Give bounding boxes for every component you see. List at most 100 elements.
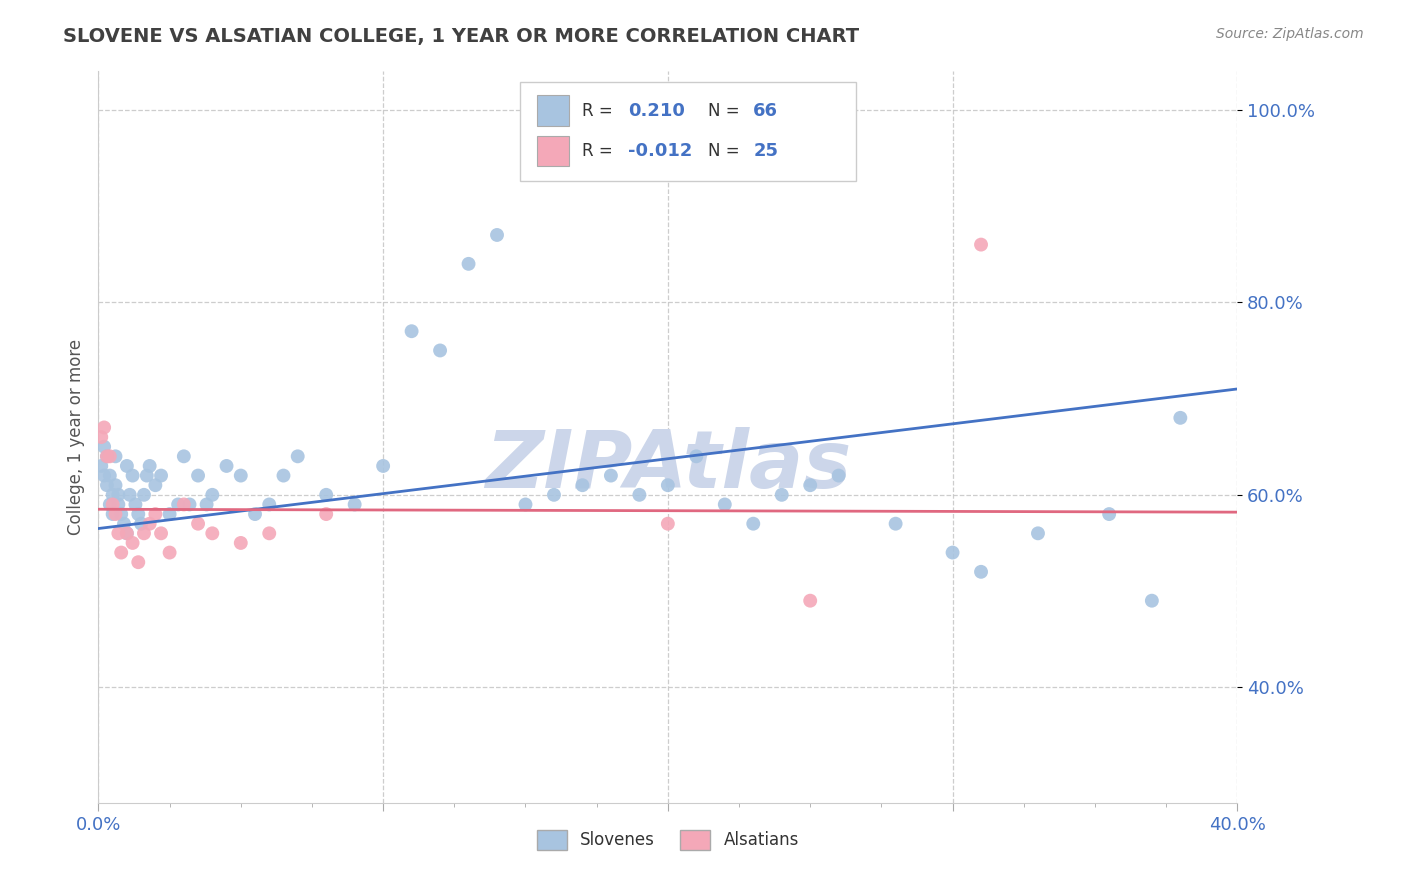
Point [571, 478, 593, 492]
Point [201, 526, 224, 541]
Point [107, 488, 129, 502]
Point [104, 450, 127, 464]
Point [770, 488, 793, 502]
Point [628, 488, 651, 502]
Point [657, 516, 679, 531]
Point [129, 516, 152, 531]
Point [98, 498, 121, 512]
Point [173, 498, 195, 512]
Point [315, 488, 337, 502]
Point [243, 507, 266, 521]
Text: N =: N = [707, 102, 745, 120]
Point [110, 507, 132, 521]
Point [110, 545, 132, 559]
Text: 25: 25 [754, 142, 779, 160]
Point [115, 526, 138, 541]
Text: R =: R = [582, 142, 619, 160]
Point [259, 526, 281, 541]
Point [150, 468, 173, 483]
Point [135, 468, 157, 483]
Point [1170, 410, 1192, 425]
Point [173, 450, 195, 464]
Point [104, 478, 127, 492]
Point [98, 450, 121, 464]
Point [229, 536, 252, 550]
Point [828, 468, 851, 483]
Point [970, 565, 993, 579]
Point [195, 498, 218, 512]
Point [799, 593, 821, 607]
Point [93, 420, 115, 434]
FancyBboxPatch shape [537, 136, 569, 167]
Point [98, 468, 121, 483]
Point [942, 545, 965, 559]
Point [159, 507, 181, 521]
Point [96, 450, 118, 464]
Point [132, 526, 155, 541]
Point [115, 526, 138, 541]
FancyBboxPatch shape [537, 95, 569, 126]
Point [115, 458, 138, 473]
Y-axis label: College, 1 year or more: College, 1 year or more [66, 339, 84, 535]
Point [138, 516, 160, 531]
Point [187, 468, 209, 483]
Point [104, 507, 127, 521]
Point [1026, 526, 1049, 541]
Point [315, 507, 337, 521]
Point [127, 555, 149, 569]
Text: R =: R = [582, 102, 619, 120]
Point [287, 450, 309, 464]
Point [486, 227, 509, 242]
Point [127, 507, 149, 521]
Point [714, 498, 737, 512]
Point [215, 458, 238, 473]
Point [515, 498, 537, 512]
Point [429, 343, 451, 358]
Point [187, 516, 209, 531]
Point [970, 237, 993, 252]
Text: N =: N = [707, 142, 745, 160]
FancyBboxPatch shape [520, 82, 856, 181]
Point [1098, 507, 1121, 521]
Point [124, 498, 146, 512]
Point [343, 498, 366, 512]
Point [145, 507, 167, 521]
Point [179, 498, 201, 512]
Point [138, 458, 160, 473]
Point [273, 468, 295, 483]
Point [457, 257, 479, 271]
Point [1140, 593, 1163, 607]
Point [159, 545, 181, 559]
Text: Source: ZipAtlas.com: Source: ZipAtlas.com [1216, 27, 1364, 41]
Text: SLOVENE VS ALSATIAN COLLEGE, 1 YEAR OR MORE CORRELATION CHART: SLOVENE VS ALSATIAN COLLEGE, 1 YEAR OR M… [63, 27, 859, 45]
Point [884, 516, 907, 531]
Point [132, 488, 155, 502]
Point [543, 488, 565, 502]
Point [118, 488, 141, 502]
Point [112, 516, 135, 531]
Point [90, 458, 112, 473]
Point [150, 526, 173, 541]
Point [101, 488, 124, 502]
Point [96, 478, 118, 492]
Point [742, 516, 765, 531]
Point [107, 526, 129, 541]
Text: ZIPAtlas: ZIPAtlas [485, 427, 851, 506]
Text: 0.210: 0.210 [628, 102, 685, 120]
Point [685, 450, 707, 464]
Point [600, 468, 623, 483]
Point [107, 498, 129, 512]
Point [201, 488, 224, 502]
Text: 66: 66 [754, 102, 779, 120]
Point [229, 468, 252, 483]
Point [373, 458, 395, 473]
Point [101, 507, 124, 521]
Point [121, 468, 143, 483]
Point [259, 498, 281, 512]
Point [90, 430, 112, 444]
Point [401, 324, 423, 338]
Point [96, 450, 118, 464]
Text: -0.012: -0.012 [628, 142, 692, 160]
Point [93, 468, 115, 483]
Point [93, 440, 115, 454]
